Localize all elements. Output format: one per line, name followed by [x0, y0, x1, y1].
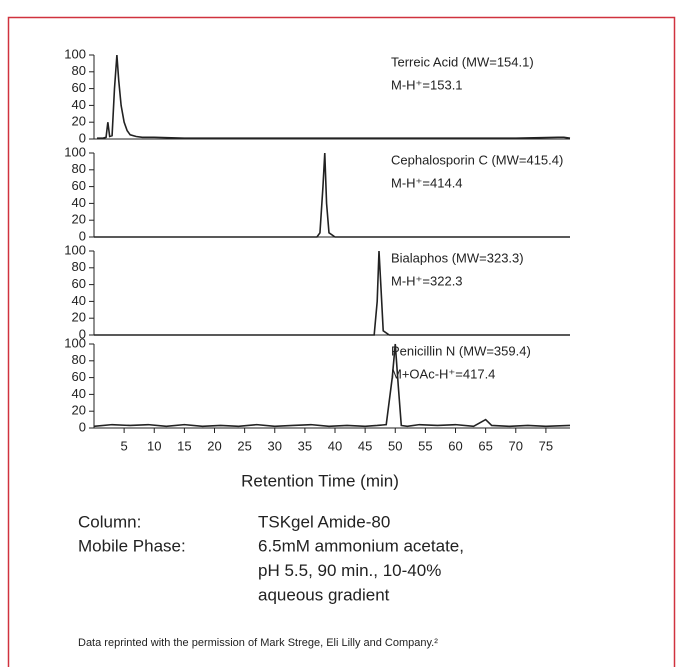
condition-label: Column:	[78, 512, 141, 531]
y-tick-label: 80	[72, 259, 86, 274]
y-tick-label: 80	[72, 63, 86, 78]
y-tick-label: 40	[72, 97, 86, 112]
x-tick-label: 25	[237, 438, 251, 453]
x-tick-label: 5	[121, 438, 128, 453]
y-tick-label: 0	[79, 130, 86, 145]
y-tick-label: 60	[72, 369, 86, 384]
condition-label: Mobile Phase:	[78, 536, 186, 555]
trace	[97, 54, 571, 139]
x-tick-label: 70	[509, 438, 523, 453]
y-tick-label: 80	[72, 161, 86, 176]
x-tick-label: 15	[177, 438, 191, 453]
x-tick-label: 55	[418, 438, 432, 453]
annotation: M-H⁺=322.3	[391, 273, 463, 288]
y-tick-label: 0	[79, 326, 86, 341]
x-tick-label: 75	[539, 438, 553, 453]
annotation: M-H⁺=153.1	[391, 77, 463, 92]
y-tick-label: 80	[72, 352, 86, 367]
footnote: Data reprinted with the permission of Ma…	[78, 637, 438, 649]
y-tick-label: 100	[64, 242, 86, 257]
x-tick-label: 65	[478, 438, 492, 453]
x-tick-label: 10	[147, 438, 161, 453]
x-tick-label: 50	[388, 438, 402, 453]
y-tick-label: 40	[72, 386, 86, 401]
condition-value: TSKgel Amide-80	[258, 512, 390, 531]
annotation: Terreic Acid (MW=154.1)	[391, 54, 534, 69]
condition-value: aqueous gradient	[258, 585, 390, 604]
x-tick-label: 20	[207, 438, 221, 453]
annotation: Penicillin N (MW=359.4)	[391, 343, 531, 358]
y-tick-label: 100	[64, 144, 86, 159]
trace	[94, 152, 570, 238]
annotation: M-H⁺=414.4	[391, 175, 463, 190]
x-tick-label: 40	[328, 438, 342, 453]
y-tick-label: 100	[64, 46, 86, 61]
frame	[7, 16, 676, 667]
y-tick-label: 60	[72, 276, 86, 291]
annotation: Bialaphos (MW=323.3)	[391, 250, 524, 265]
trace	[94, 250, 570, 336]
x-tick-label: 35	[298, 438, 312, 453]
y-tick-label: 60	[72, 178, 86, 193]
x-tick-label: 60	[448, 438, 462, 453]
condition-value: 6.5mM ammonium acetate,	[258, 536, 464, 555]
condition-value: pH 5.5, 90 min., 10-40%	[258, 561, 441, 580]
y-tick-label: 60	[72, 80, 86, 95]
y-tick-label: 20	[72, 310, 86, 325]
y-tick-label: 40	[72, 293, 86, 308]
y-tick-label: 0	[79, 228, 86, 243]
x-tick-label: 30	[268, 438, 282, 453]
y-tick-label: 100	[64, 335, 86, 350]
trace	[93, 343, 571, 428]
x-axis-label: Retention Time (min)	[241, 471, 399, 490]
annotation: M+OAc-H⁺=417.4	[391, 366, 495, 381]
y-tick-label: 0	[79, 419, 86, 434]
y-tick-label: 20	[72, 403, 86, 418]
annotation: Cephalosporin C (MW=415.4)	[391, 152, 563, 167]
y-tick-label: 40	[72, 195, 86, 210]
x-tick-label: 45	[358, 438, 372, 453]
y-tick-label: 20	[72, 114, 86, 129]
y-tick-label: 20	[72, 212, 86, 227]
